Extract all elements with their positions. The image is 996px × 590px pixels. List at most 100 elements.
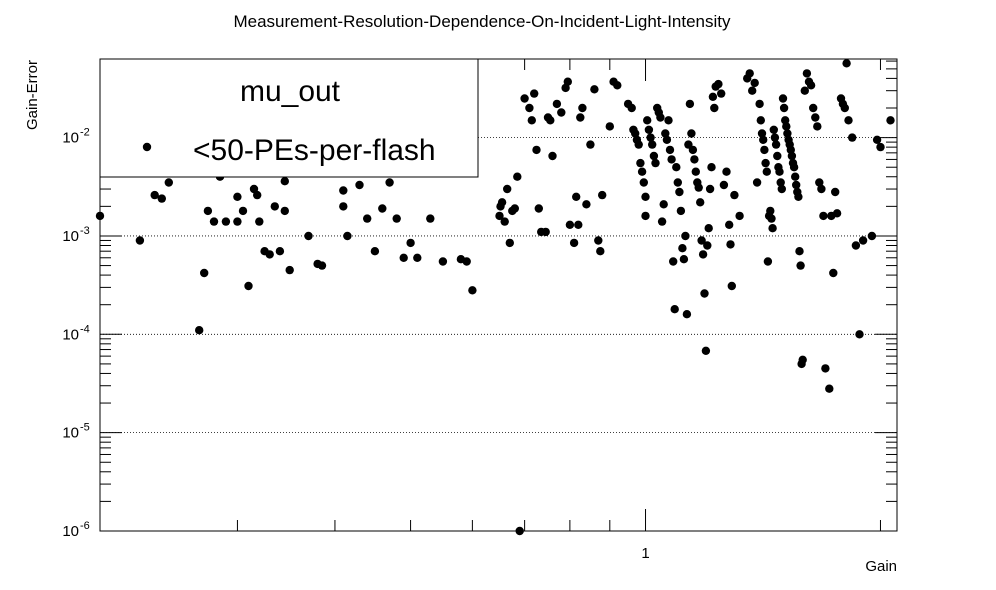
data-point [495,211,504,221]
y-tick-label-base: 10 [62,523,79,540]
y-tick-labels: 10-610-510-410-310-2 [62,127,89,540]
data-point [503,184,512,194]
data-point [867,231,877,241]
data-point [339,202,348,211]
data-point [704,224,713,233]
data-point [546,116,555,125]
y-tick-label-exponent: -2 [80,127,90,139]
data-point [392,214,401,223]
data-point [233,192,242,201]
chart-title: Measurement-Resolution-Dependence-On-Inc… [233,12,731,31]
data-point [343,231,352,241]
data-point [761,158,770,168]
data-point [730,190,739,200]
data-point [209,217,219,226]
y-tick-label: 10 -5 [62,422,89,442]
data-point [773,151,782,161]
data-point [707,163,716,172]
data-point [842,59,851,68]
data-point [757,129,767,138]
data-point [438,257,448,266]
data-point [370,247,380,256]
data-point [221,217,231,226]
data-point [802,69,812,78]
data-point [722,167,731,176]
y-tick-label-exponent: -3 [80,225,90,237]
y-axis-label: Gain-Error [24,60,41,130]
data-point [574,220,583,229]
data-point [541,227,550,237]
data-point [708,92,718,102]
data-point [605,122,614,131]
data-point [637,167,647,176]
legend-entry-label: <50-PEs-per-flash [193,134,436,167]
data-point [696,198,705,207]
data-point [800,86,809,95]
data-point [238,206,248,216]
data-point [691,167,700,176]
data-point [657,217,667,226]
data-point [280,206,289,216]
data-point [255,217,264,226]
x-tick-label: 1 [641,545,649,562]
data-point [406,238,415,248]
data-point [667,155,676,164]
data-point [150,190,159,200]
data-point [703,241,712,250]
data-point [669,257,678,266]
y-tick-label: 10 -3 [62,225,89,245]
data-point [661,129,670,138]
data-point [759,135,768,144]
data-point [725,220,734,229]
data-point [520,94,529,103]
data-point [497,198,507,207]
data-point [557,108,566,117]
data-point [831,187,840,197]
data-point [762,167,771,176]
data-point [670,305,679,314]
data-point [576,113,585,122]
data-point [233,217,242,226]
data-point [811,113,820,122]
data-point [714,79,723,89]
data-point [792,180,801,190]
data-point [815,178,824,187]
y-tick-label-exponent: -4 [80,323,90,335]
data-point [656,113,665,122]
data-point [649,151,659,161]
data-point [399,253,408,262]
data-point [858,236,868,245]
data-point [698,250,708,259]
data-point [527,116,536,125]
data-point [756,116,765,125]
data-point [775,167,784,176]
data-point [678,244,687,253]
data-point [685,99,695,109]
data-point [598,190,607,200]
data-point [806,81,816,90]
data-point [253,190,262,200]
data-point [413,253,422,262]
data-points [95,59,895,536]
data-point [769,125,778,134]
data-point [727,281,736,291]
y-tick-label-exponent: -5 [80,422,90,434]
data-point [157,194,166,203]
data-point [270,202,279,211]
data-point [563,77,572,86]
data-point [304,231,313,241]
data-point [791,172,800,181]
data-point [665,145,675,155]
data-point [569,238,579,248]
data-point [378,204,387,213]
y-tick-label: 10 -2 [62,127,89,147]
data-point [789,163,799,172]
data-point [363,214,372,223]
data-point [646,133,655,142]
data-point [203,206,213,216]
data-point [643,116,652,125]
data-point [760,145,769,155]
data-point [275,247,285,256]
legend-box [99,58,479,178]
data-point [265,250,274,259]
